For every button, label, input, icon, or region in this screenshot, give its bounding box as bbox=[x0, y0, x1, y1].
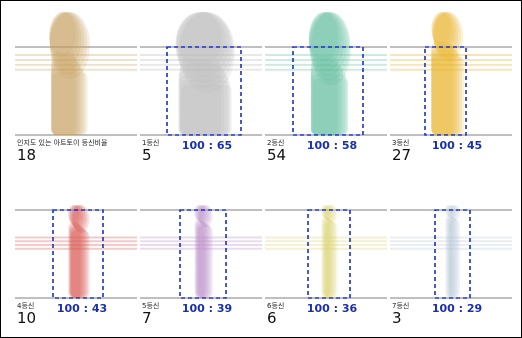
figure-head bbox=[434, 12, 464, 61]
figure-head bbox=[311, 12, 351, 86]
figure-head bbox=[199, 205, 212, 227]
panel-count: 27 bbox=[392, 146, 411, 164]
panel-ratio: 100 : 36 bbox=[307, 302, 358, 315]
panel-count: 5 bbox=[142, 146, 152, 164]
panel-count: 18 bbox=[17, 146, 36, 164]
figure-head bbox=[326, 205, 337, 224]
panel-ratio: 100 : 65 bbox=[182, 139, 232, 152]
figure-head bbox=[179, 12, 235, 93]
panel-count: 10 bbox=[17, 309, 36, 327]
panel-count: 3 bbox=[392, 309, 402, 327]
panel-count: 6 bbox=[267, 309, 277, 327]
figure-body bbox=[312, 78, 348, 135]
panel-count: 54 bbox=[267, 146, 286, 164]
figure-body bbox=[198, 225, 213, 298]
panel-ratio: 100 : 43 bbox=[57, 302, 107, 315]
panel-count: 7 bbox=[142, 309, 152, 327]
figure-head bbox=[451, 205, 461, 221]
figure-body bbox=[51, 72, 87, 135]
figure-body bbox=[450, 219, 461, 298]
panel-ratio: 100 : 39 bbox=[182, 302, 232, 315]
panel-ratio: 100 : 45 bbox=[432, 139, 482, 152]
figure-body bbox=[325, 222, 337, 298]
page: {"panels": [ {"label": "인지도 있는 아트토이 등신비율… bbox=[0, 0, 522, 338]
panel-ratio: 100 : 29 bbox=[432, 302, 482, 315]
figure-head bbox=[73, 205, 90, 233]
panel-ratio: 100 : 58 bbox=[307, 139, 357, 152]
infographic: 인지도 있는 아트토이 등신비율181등신5100 : 652등신54100 :… bbox=[0, 0, 522, 338]
figure-body bbox=[432, 56, 464, 135]
figure-body bbox=[181, 85, 231, 135]
